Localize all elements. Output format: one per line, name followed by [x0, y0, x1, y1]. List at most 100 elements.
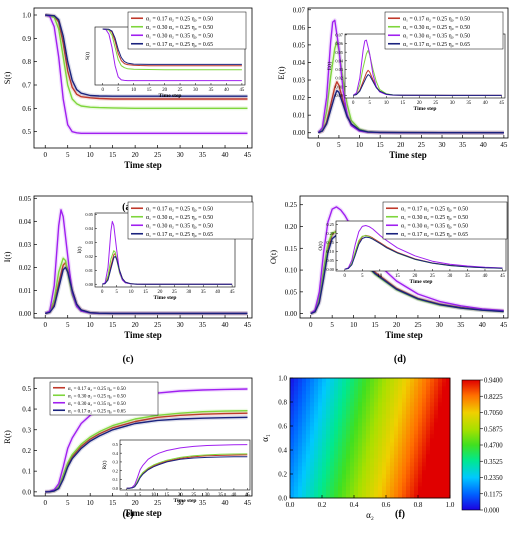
- heatmap-cell: [358, 402, 363, 407]
- heatmap-cell: [350, 442, 355, 447]
- heatmap-cell: [318, 462, 323, 467]
- heatmap-cell: [434, 450, 439, 455]
- heatmap-cell: [338, 406, 343, 411]
- heatmap-cell: [422, 446, 427, 451]
- heatmap-cell: [422, 378, 427, 383]
- heatmap-cell: [390, 454, 395, 459]
- heatmap-cell: [366, 434, 371, 439]
- heatmap-cell: [430, 446, 435, 451]
- heatmap-cell: [290, 390, 295, 395]
- heatmap-cell: [342, 474, 347, 479]
- heatmap-cell: [370, 426, 375, 431]
- inset-y-tick-label: 0.4: [113, 451, 119, 456]
- series-line-3: [45, 14, 248, 134]
- heatmap-cell: [326, 402, 331, 407]
- heatmap-cell: [322, 442, 327, 447]
- heatmap-cell: [342, 406, 347, 411]
- heatmap-cell: [370, 450, 375, 455]
- heatmap-cell: [442, 390, 447, 395]
- heatmap-cell: [382, 394, 387, 399]
- inset-x-tick-label: 20: [412, 274, 417, 279]
- heatmap-cell: [374, 470, 379, 475]
- heatmap-cell: [298, 390, 303, 395]
- heatmap-cell: [314, 390, 319, 395]
- inset-x-tick-label: 35: [218, 493, 223, 498]
- inset-y-tick-label: 0.20: [326, 231, 334, 236]
- heatmap-cell: [446, 490, 451, 495]
- heatmap-cell: [314, 466, 319, 471]
- heatmap-cell: [442, 434, 447, 439]
- heatmap-cell: [346, 462, 351, 467]
- heatmap-cell: [398, 494, 403, 499]
- heatmap-cell: [314, 398, 319, 403]
- heatmap-cell: [438, 466, 443, 471]
- heatmap-cell: [406, 450, 411, 455]
- inset-y-label: E(t): [326, 62, 333, 71]
- heatmap-cell: [446, 482, 451, 487]
- heatmap-cell: [410, 482, 415, 487]
- heatmap-cell: [442, 382, 447, 387]
- heatmap-cell: [310, 410, 315, 415]
- heatmap-cell: [342, 442, 347, 447]
- x-tick-label: 45: [500, 321, 508, 329]
- heatmap-cell: [342, 458, 347, 463]
- x-tick-label: 40: [480, 141, 488, 149]
- heatmap-cell: [306, 426, 311, 431]
- heatmap-cell: [386, 406, 391, 411]
- inset-y-tick-label: 0.5: [113, 442, 119, 447]
- x-tick-label: 45: [244, 321, 252, 329]
- heatmap-cell: [418, 410, 423, 415]
- heatmap-cell: [422, 386, 427, 391]
- heatmap-cell: [326, 434, 331, 439]
- heatmap-cell: [322, 490, 327, 495]
- heatmap-cell: [298, 470, 303, 475]
- heatmap-cell: [434, 378, 439, 383]
- heatmap-cell: [430, 414, 435, 419]
- heatmap-cell: [302, 482, 307, 487]
- inset-x-label: Time step: [159, 93, 182, 99]
- heatmap-cell: [438, 426, 443, 431]
- inset-x-tick-label: 30: [448, 274, 453, 279]
- heatmap-cell: [446, 418, 451, 423]
- heatmap-cell: [422, 390, 427, 395]
- heatmap-cell: [310, 458, 315, 463]
- heatmap-cell: [298, 406, 303, 411]
- heatmap-cell: [390, 486, 395, 491]
- heatmap-cell: [414, 378, 419, 383]
- heatmap-cell: [306, 422, 311, 427]
- heatmap-cell: [358, 426, 363, 431]
- heatmap-cell: [390, 450, 395, 455]
- heatmap-cell: [370, 438, 375, 443]
- heatmap-cell: [422, 490, 427, 495]
- heatmap-cell: [374, 422, 379, 427]
- heatmap-cell: [438, 478, 443, 483]
- heatmap-cell: [290, 454, 295, 459]
- heatmap-cell: [394, 458, 399, 463]
- heatmap-cell: [410, 446, 415, 451]
- heatmap-cell: [330, 398, 335, 403]
- series-line-2: [45, 14, 248, 109]
- y-tick-label: 0.05: [285, 288, 298, 296]
- heatmap-cell: [422, 430, 427, 435]
- heatmap-cell: [354, 474, 359, 479]
- heatmap-cell: [390, 462, 395, 467]
- heatmap-cell: [430, 474, 435, 479]
- heatmap-cell: [350, 470, 355, 475]
- heatmap-cell: [386, 402, 391, 407]
- heatmap-cell: [362, 394, 367, 399]
- heatmap-cell: [354, 458, 359, 463]
- heatmap-cell: [410, 426, 415, 431]
- inset-y-tick-label: 0.00: [326, 267, 334, 272]
- heatmap-cell: [366, 378, 371, 383]
- heatmap-cell: [370, 494, 375, 499]
- inset-x-tick-label: 25: [430, 274, 435, 279]
- inset-x-tick-label: 45: [240, 88, 245, 93]
- heatmap-cell: [394, 402, 399, 407]
- heatmap-cell: [422, 406, 427, 411]
- heatmap-cell: [318, 438, 323, 443]
- heatmap-cell: [314, 438, 319, 443]
- heatmap-cell: [442, 398, 447, 403]
- heatmap-cell: [434, 486, 439, 491]
- heatmap-cell: [390, 442, 395, 447]
- heatmap-cell: [314, 434, 319, 439]
